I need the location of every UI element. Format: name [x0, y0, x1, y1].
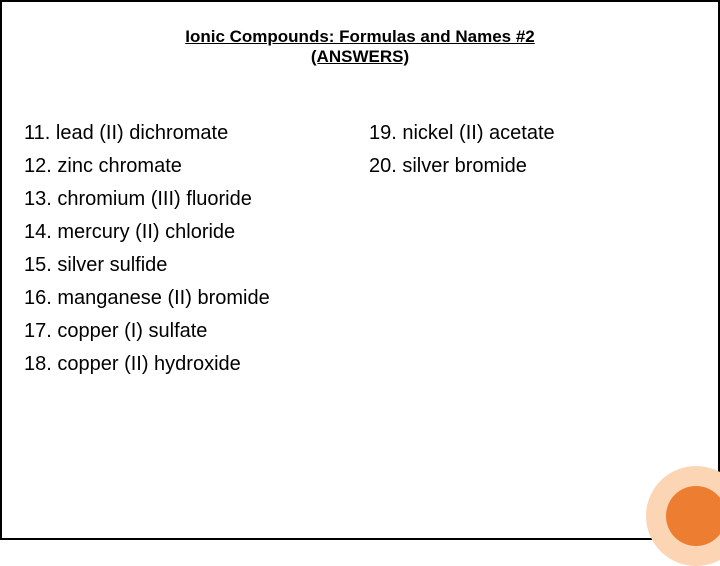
list-item: 11. lead (II) dichromate — [24, 117, 369, 150]
item-number: 16. — [24, 287, 52, 309]
item-text: mercury (II) chloride — [57, 221, 235, 243]
list-item: 17. copper (I) sulfate — [24, 315, 369, 348]
list-item: 13. chromium (III) fluoride — [24, 183, 369, 216]
item-text: copper (I) sulfate — [57, 320, 207, 342]
item-text: copper (II) hydroxide — [57, 353, 240, 375]
list-item: 19. nickel (II) acetate — [369, 117, 689, 150]
item-number: 15. — [24, 254, 52, 276]
item-text: lead (II) dichromate — [56, 122, 228, 144]
list-item: 18. copper (II) hydroxide — [24, 348, 369, 381]
item-text: nickel (II) acetate — [402, 122, 554, 144]
left-column: 11. lead (II) dichromate 12. zinc chroma… — [24, 117, 369, 381]
item-text: chromium (III) fluoride — [57, 188, 252, 210]
item-text: manganese (II) bromide — [57, 287, 269, 309]
title-line-1: Ionic Compounds: Formulas and Names #2 — [142, 27, 578, 47]
content-columns: 11. lead (II) dichromate 12. zinc chroma… — [22, 117, 698, 381]
item-number: 18. — [24, 353, 57, 375]
item-number: 17. — [24, 320, 57, 342]
item-number: 12. — [24, 155, 52, 177]
list-item: 12. zinc chromate — [24, 150, 369, 183]
title-block: Ionic Compounds: Formulas and Names #2 (… — [22, 27, 698, 67]
item-number: 14. — [24, 221, 57, 243]
item-text: zinc chromate — [57, 155, 182, 177]
list-item: 14. mercury (II) chloride — [24, 216, 369, 249]
item-number: 11. — [24, 122, 50, 144]
list-item: 20. silver bromide — [369, 150, 689, 183]
item-number: 19. — [369, 122, 402, 144]
item-text: silver sulfide — [57, 254, 167, 276]
item-number: 20. — [369, 155, 402, 177]
item-number: 13. — [24, 188, 57, 210]
list-item: 16. manganese (II) bromide — [24, 282, 369, 315]
list-item: 15. silver sulfide — [24, 249, 369, 282]
circle-inner-icon — [666, 486, 720, 546]
right-column: 19. nickel (II) acetate 20. silver bromi… — [369, 117, 689, 381]
item-text: silver bromide — [402, 155, 526, 177]
title-line-2: (ANSWERS) — [142, 47, 578, 67]
corner-decoration — [646, 466, 720, 566]
slide-frame: Ionic Compounds: Formulas and Names #2 (… — [0, 0, 720, 540]
